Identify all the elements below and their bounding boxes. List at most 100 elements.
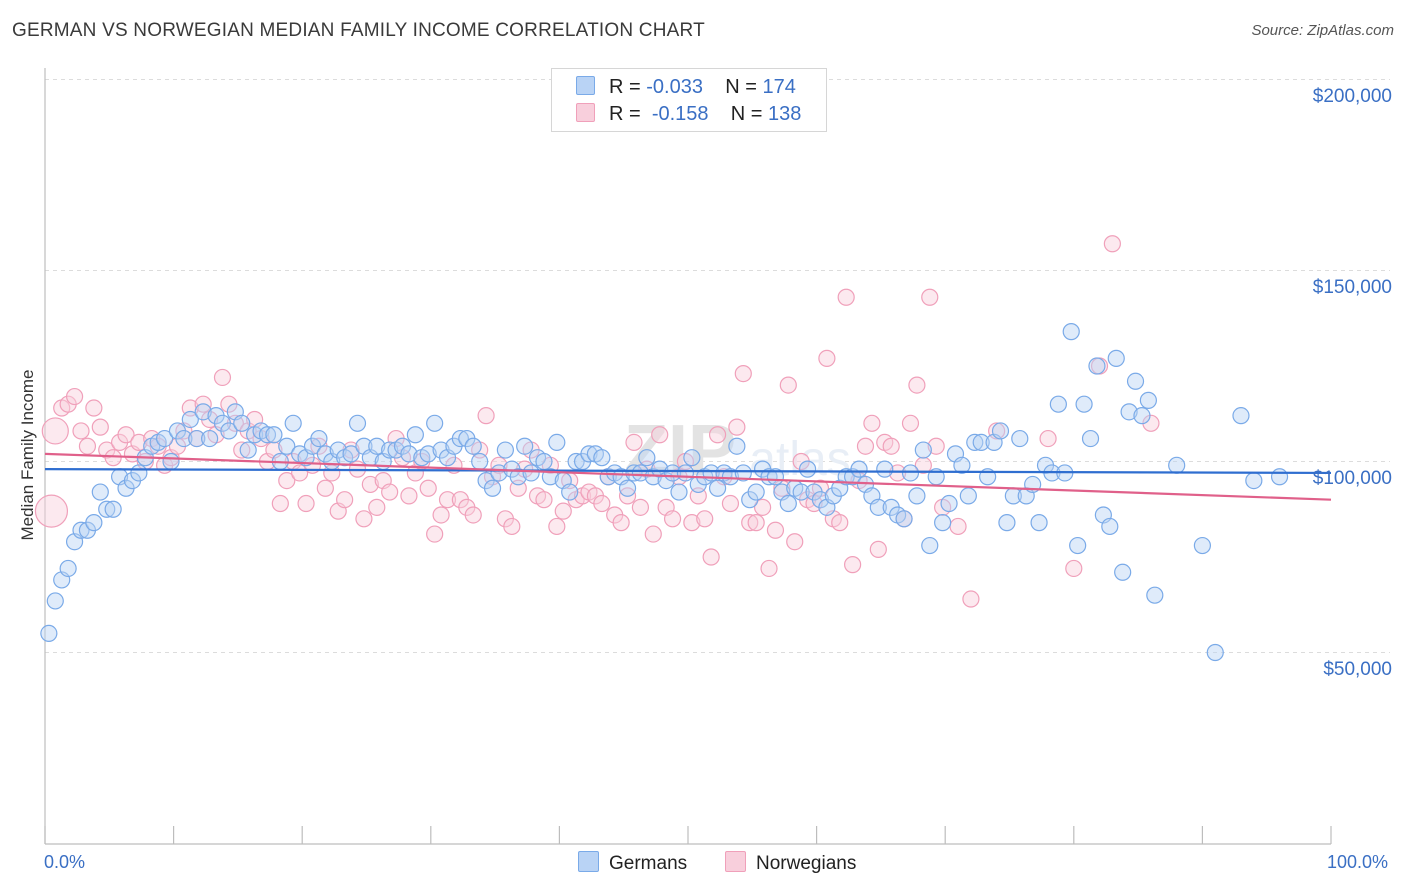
germans-point xyxy=(471,452,489,471)
norwegians-point xyxy=(889,464,907,482)
germans-point xyxy=(1168,456,1186,474)
norwegians-point xyxy=(831,514,849,532)
germans-point xyxy=(1120,403,1138,421)
norwegians-point xyxy=(901,414,920,432)
y-tick-label: $200,000 xyxy=(1312,86,1392,107)
y-tick-label: $150,000 xyxy=(1312,277,1392,298)
germans-point xyxy=(670,483,688,501)
germans-point xyxy=(104,500,122,518)
germans-point xyxy=(342,445,360,463)
norwegians-point xyxy=(927,437,945,455)
germans-point xyxy=(792,483,810,501)
germans-point xyxy=(921,536,939,555)
germans-point xyxy=(1245,472,1263,490)
norwegians-n-value: 138 xyxy=(768,103,802,125)
germans-point xyxy=(278,437,296,455)
norwegians-point xyxy=(535,491,553,509)
norwegians-point xyxy=(747,514,765,532)
germans-point xyxy=(400,445,418,463)
germans-point xyxy=(593,449,611,467)
germans-point xyxy=(188,429,206,448)
germans-point xyxy=(972,433,990,451)
norwegians-point xyxy=(708,426,727,444)
norwegians-point xyxy=(554,502,572,520)
germans-legend-label: Germans xyxy=(609,853,688,874)
germans-point xyxy=(676,464,695,482)
norwegians-point xyxy=(355,510,373,528)
germans-point xyxy=(258,426,277,444)
norwegians-point xyxy=(271,494,289,513)
norwegians-point xyxy=(741,514,759,532)
norwegians-point xyxy=(683,514,701,532)
germans-point xyxy=(1081,429,1100,448)
norwegians-point xyxy=(760,559,778,578)
germans-r-value: -0.033 xyxy=(646,76,703,98)
legend-row-germans: R = -0.033 N = 174 xyxy=(576,76,796,98)
germans-point xyxy=(837,468,855,486)
norwegians-points xyxy=(34,235,1160,608)
norwegians-point xyxy=(503,517,521,536)
germans-point xyxy=(1075,395,1093,413)
norwegians-point xyxy=(41,417,69,445)
norwegians-point xyxy=(914,456,932,474)
norwegians-swatch xyxy=(725,851,746,872)
germans-point xyxy=(991,422,1010,440)
norwegians-point xyxy=(419,479,437,497)
germans-point xyxy=(175,429,193,448)
norwegians-point xyxy=(651,426,669,444)
x-tick-label: 100.0% xyxy=(1327,852,1389,872)
germans-point xyxy=(464,437,482,455)
norwegians-point xyxy=(213,368,232,387)
germans-point xyxy=(265,426,283,444)
norwegians-trend-line xyxy=(44,452,1332,501)
germans-point xyxy=(998,514,1016,532)
germans-point xyxy=(1193,536,1212,555)
bottom-legend-norwegians: Norwegians xyxy=(725,851,856,875)
germans-point xyxy=(59,559,77,578)
norwegians-point xyxy=(1065,559,1083,578)
norwegians-point xyxy=(702,548,720,566)
norwegians-point xyxy=(612,514,630,532)
trend-lines xyxy=(44,452,1332,501)
germans-point xyxy=(914,441,932,459)
germans-point xyxy=(625,464,643,482)
norwegians-point xyxy=(426,525,444,543)
germans-point xyxy=(1088,357,1106,375)
germans-swatch xyxy=(578,851,599,872)
germans-point xyxy=(1139,391,1157,409)
germans-point xyxy=(419,445,437,463)
norwegians-point xyxy=(477,407,495,425)
germans-point xyxy=(876,460,894,478)
norwegians-point xyxy=(779,376,797,394)
germans-point xyxy=(850,460,868,478)
norwegians-point xyxy=(400,487,418,505)
norwegians-point xyxy=(65,387,84,406)
germans-point xyxy=(869,498,887,516)
germans-point xyxy=(451,429,469,448)
chart-title: GERMAN VS NORWEGIAN MEDIAN FAMILY INCOME… xyxy=(12,20,705,41)
legend-row-norwegians: R = -0.158 N = 138 xyxy=(576,103,801,125)
germans-point xyxy=(747,483,765,501)
norwegians-point xyxy=(381,483,399,501)
norwegians-point xyxy=(869,540,887,558)
norwegians-point xyxy=(34,494,69,528)
germans-point xyxy=(381,441,399,459)
norwegians-point xyxy=(734,365,752,383)
germans-point xyxy=(1049,395,1067,413)
germans-point xyxy=(201,429,219,448)
norwegians-point xyxy=(721,494,740,513)
germans-point xyxy=(496,441,514,459)
germans-point xyxy=(368,437,386,455)
germans-point xyxy=(721,468,740,486)
germans-point xyxy=(561,483,579,501)
norwegians-point xyxy=(117,426,135,444)
germans-point xyxy=(1101,517,1119,536)
germans-point xyxy=(1114,563,1132,581)
y-tick-label: $50,000 xyxy=(1323,659,1392,680)
germans-point xyxy=(181,410,199,429)
germans-point xyxy=(1270,468,1289,486)
germans-trend-line xyxy=(44,468,1332,475)
germans-point xyxy=(618,479,637,497)
norwegians-point xyxy=(78,437,97,455)
